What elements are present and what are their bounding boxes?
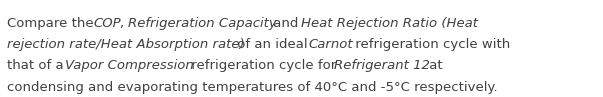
Text: Refrigerant 12: Refrigerant 12 — [333, 59, 429, 72]
Text: Vapor Compression: Vapor Compression — [65, 59, 194, 72]
Text: at: at — [425, 59, 443, 72]
Text: condensing and evaporating temperatures of 40°C and -5°C respectively.: condensing and evaporating temperatures … — [7, 81, 497, 94]
Text: Refrigeration Capacity: Refrigeration Capacity — [128, 17, 276, 30]
Text: ,: , — [120, 17, 128, 30]
Text: Compare the: Compare the — [7, 17, 98, 30]
Text: that of a: that of a — [7, 59, 68, 72]
Text: and: and — [270, 17, 303, 30]
Text: refrigeration cycle with: refrigeration cycle with — [351, 38, 510, 51]
Text: refrigeration cycle for: refrigeration cycle for — [188, 59, 341, 72]
Text: COP: COP — [93, 17, 121, 30]
Text: Carnot: Carnot — [308, 38, 353, 51]
Text: of an ideal: of an ideal — [233, 38, 312, 51]
Text: rejection rate/Heat Absorption rate): rejection rate/Heat Absorption rate) — [7, 38, 244, 51]
Text: Heat Rejection Ratio (Heat: Heat Rejection Ratio (Heat — [302, 17, 478, 30]
